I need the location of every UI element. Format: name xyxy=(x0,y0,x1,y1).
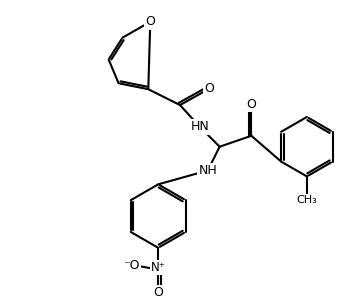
Text: NH: NH xyxy=(198,164,217,177)
Text: O: O xyxy=(145,15,155,28)
Text: N⁺: N⁺ xyxy=(151,261,166,274)
Text: O: O xyxy=(247,98,256,111)
Text: CH₃: CH₃ xyxy=(296,195,317,205)
Text: ⁻O: ⁻O xyxy=(123,259,140,272)
Text: HN: HN xyxy=(190,120,209,134)
Text: O: O xyxy=(153,286,163,299)
Text: O: O xyxy=(204,82,214,95)
